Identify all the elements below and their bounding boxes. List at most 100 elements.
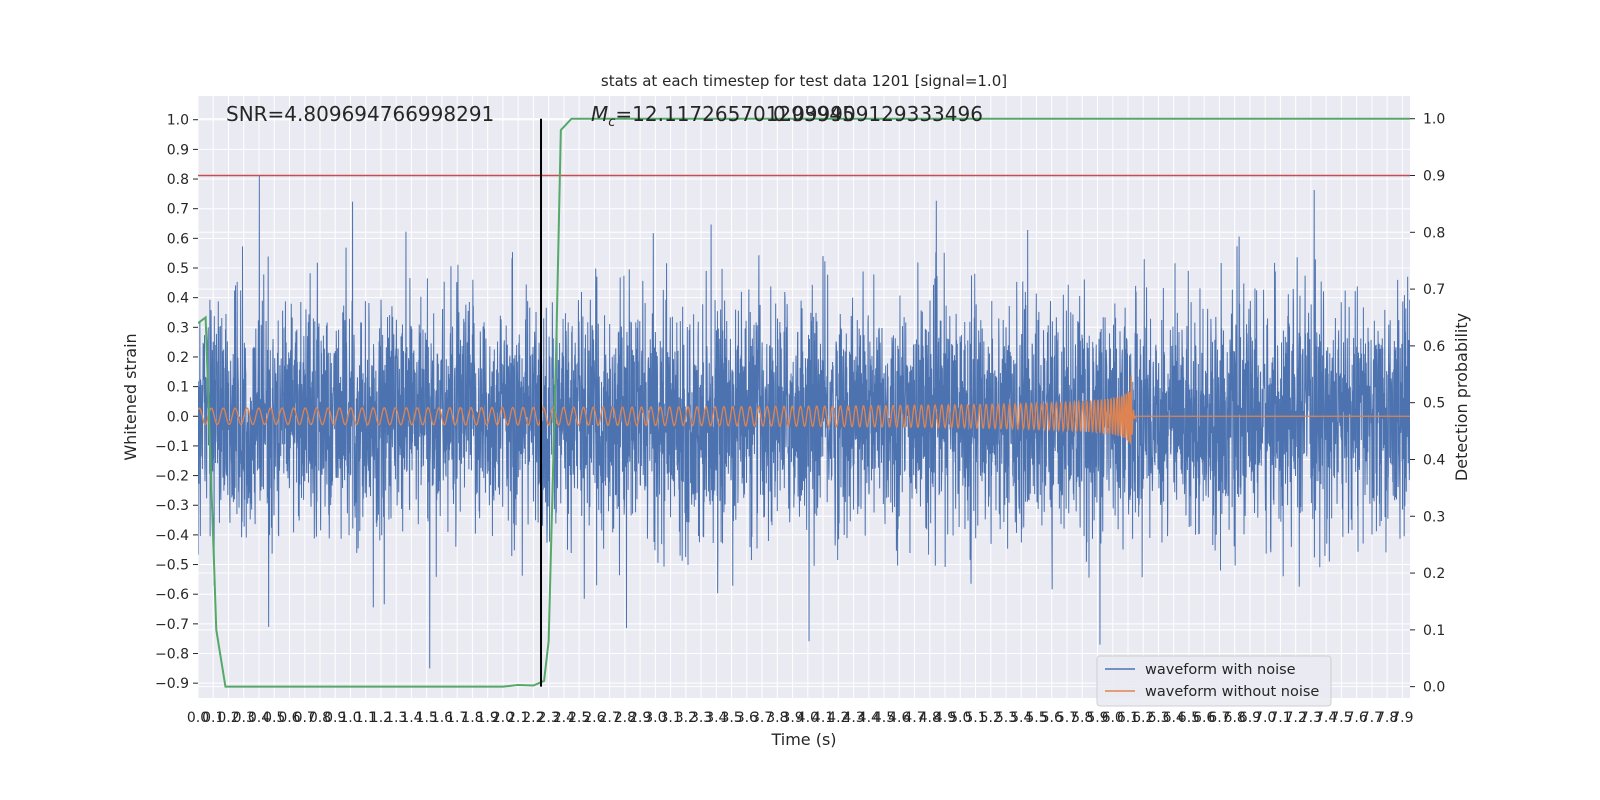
x-tick-label: 0.7 [294, 710, 316, 726]
x-tick-label: 1.7 [446, 710, 468, 726]
y-right-tick-label: 0.4 [1423, 452, 1445, 468]
x-tick-label: 3.7 [751, 710, 773, 726]
y-tick-label: 0.0 [167, 409, 189, 425]
x-tick-label: 1.5 [416, 710, 438, 726]
x-tick-label: 1.9 [477, 710, 499, 726]
x-tick-label: 4.5 [873, 710, 895, 726]
y-right-tick-label: 0.0 [1423, 680, 1445, 696]
x-tick-label: 3.0 [644, 710, 666, 726]
legend-label-noise: waveform with noise [1145, 662, 1296, 678]
x-tick-label: 4.9 [934, 710, 956, 726]
x-tick-label: 1.2 [370, 710, 392, 726]
y-tick-label: 0.2 [167, 350, 189, 366]
mc-value: =12.117265701293945 [615, 102, 854, 126]
x-tick-label: 6.7 [1208, 710, 1230, 726]
x-tick-label: 6.0 [1102, 710, 1124, 726]
x-tick-label: 5.2 [980, 710, 1002, 726]
y-axis-label-right: Detection probability [1452, 313, 1471, 481]
y-tick-label: −0.3 [155, 498, 189, 514]
x-tick-label: 0.4 [248, 710, 270, 726]
data-layer [198, 117, 1410, 688]
y-tick-label: −0.9 [155, 676, 189, 692]
x-tick-label: 3.5 [720, 710, 742, 726]
snr-annotation: SNR=4.809694766998291 [226, 102, 494, 126]
y-tick-label: 1.0 [167, 113, 189, 129]
x-tick-label: 0.6 [278, 710, 300, 726]
x-tick-label: 3.2 [675, 710, 697, 726]
y-tick-label: 0.4 [167, 291, 189, 307]
legend-box [1096, 655, 1332, 707]
x-tick-label: 4.8 [919, 710, 941, 726]
x-tick-label: 2.1 [507, 710, 529, 726]
legend-label-clean: waveform without noise [1145, 684, 1319, 700]
x-tick-label: 7.0 [1254, 710, 1276, 726]
x-tick-label: 7.4 [1315, 710, 1337, 726]
x-tick-label: 0.8 [309, 710, 331, 726]
x-tick-label: 3.4 [705, 710, 727, 726]
y-tick-label: 0.8 [167, 172, 189, 188]
x-tick-label: 5.9 [1086, 710, 1108, 726]
y-tick-label: 0.9 [167, 142, 189, 158]
mc-annotation: Mc=12.117265701293945 [591, 102, 855, 130]
x-tick-label: 1.3 [385, 710, 407, 726]
y-tick-label: 0.1 [167, 380, 189, 396]
x-tick-label: 7.1 [1269, 710, 1291, 726]
y-right-tick-label: 1.0 [1423, 112, 1445, 128]
x-tick-label: 6.4 [1163, 710, 1185, 726]
series-waveform-without-noise [198, 375, 1410, 445]
y-tick-label: −0.5 [155, 558, 189, 574]
x-tick-label: 2.5 [568, 710, 590, 726]
x-tick-label: 1.6 [431, 710, 453, 726]
x-tick-label: 0.1 [202, 710, 224, 726]
y-tick-label: 0.3 [167, 320, 189, 336]
x-tick-label: 2.0 [492, 710, 514, 726]
x-tick-label: 7.7 [1361, 710, 1383, 726]
y-right-tick-label: 0.5 [1423, 396, 1445, 412]
chart-title: stats at each timestep for test data 120… [601, 72, 1007, 90]
x-tick-label: 3.8 [766, 710, 788, 726]
x-tick-label: 3.1 [659, 710, 681, 726]
x-tick-label: 5.0 [949, 710, 971, 726]
x-tick-label: 4.6 [888, 710, 910, 726]
y-tick-label: −0.4 [155, 528, 189, 544]
y-right-tick-label: 0.1 [1423, 623, 1445, 639]
y-right-tick-label: 0.7 [1423, 282, 1445, 298]
y-right-tick-label: 0.6 [1423, 339, 1445, 355]
axes: 0.00.10.20.30.40.50.60.70.80.91.01.11.21… [155, 112, 1445, 726]
mc-subscript: c [608, 115, 615, 130]
x-tick-label: 1.0 [339, 710, 361, 726]
x-tick-label: 6.2 [1132, 710, 1154, 726]
y-tick-label: 0.6 [167, 231, 189, 247]
x-tick-label: 1.8 [461, 710, 483, 726]
x-tick-label: 0.9 [324, 710, 346, 726]
x-tick-label: 4.0 [797, 710, 819, 726]
x-tick-label: 2.9 [629, 710, 651, 726]
x-tick-label: 5.5 [1025, 710, 1047, 726]
x-tick-label: 1.1 [355, 710, 377, 726]
x-tick-label: 2.7 [598, 710, 620, 726]
x-tick-label: 3.3 [690, 710, 712, 726]
x-tick-label: 7.8 [1376, 710, 1398, 726]
x-tick-label: 2.4 [553, 710, 575, 726]
y-axis-label: Whitened strain [121, 333, 140, 460]
y-tick-label: −0.7 [155, 617, 189, 633]
x-tick-label: 0.5 [263, 710, 285, 726]
y-tick-label: 0.7 [167, 202, 189, 218]
x-tick-label: 0.3 [233, 710, 255, 726]
x-tick-label: 5.3 [995, 710, 1017, 726]
x-tick-label: 2.8 [614, 710, 636, 726]
y-right-tick-label: 0.2 [1423, 566, 1445, 582]
x-tick-label: 6.8 [1224, 710, 1246, 726]
x-tick-label: 5.6 [1041, 710, 1063, 726]
x-tick-label: 4.3 [842, 710, 864, 726]
x-tick-label: 6.1 [1117, 710, 1139, 726]
x-axis-label: Time (s) [770, 730, 836, 749]
series-waveform-with-noise [198, 175, 1410, 669]
x-tick-label: 6.5 [1178, 710, 1200, 726]
x-tick-label: 4.2 [827, 710, 849, 726]
y-tick-label: −0.6 [155, 587, 189, 603]
y-tick-label: 0.5 [167, 261, 189, 277]
x-tick-label: 1.4 [400, 710, 422, 726]
x-tick-label: 5.8 [1071, 710, 1093, 726]
